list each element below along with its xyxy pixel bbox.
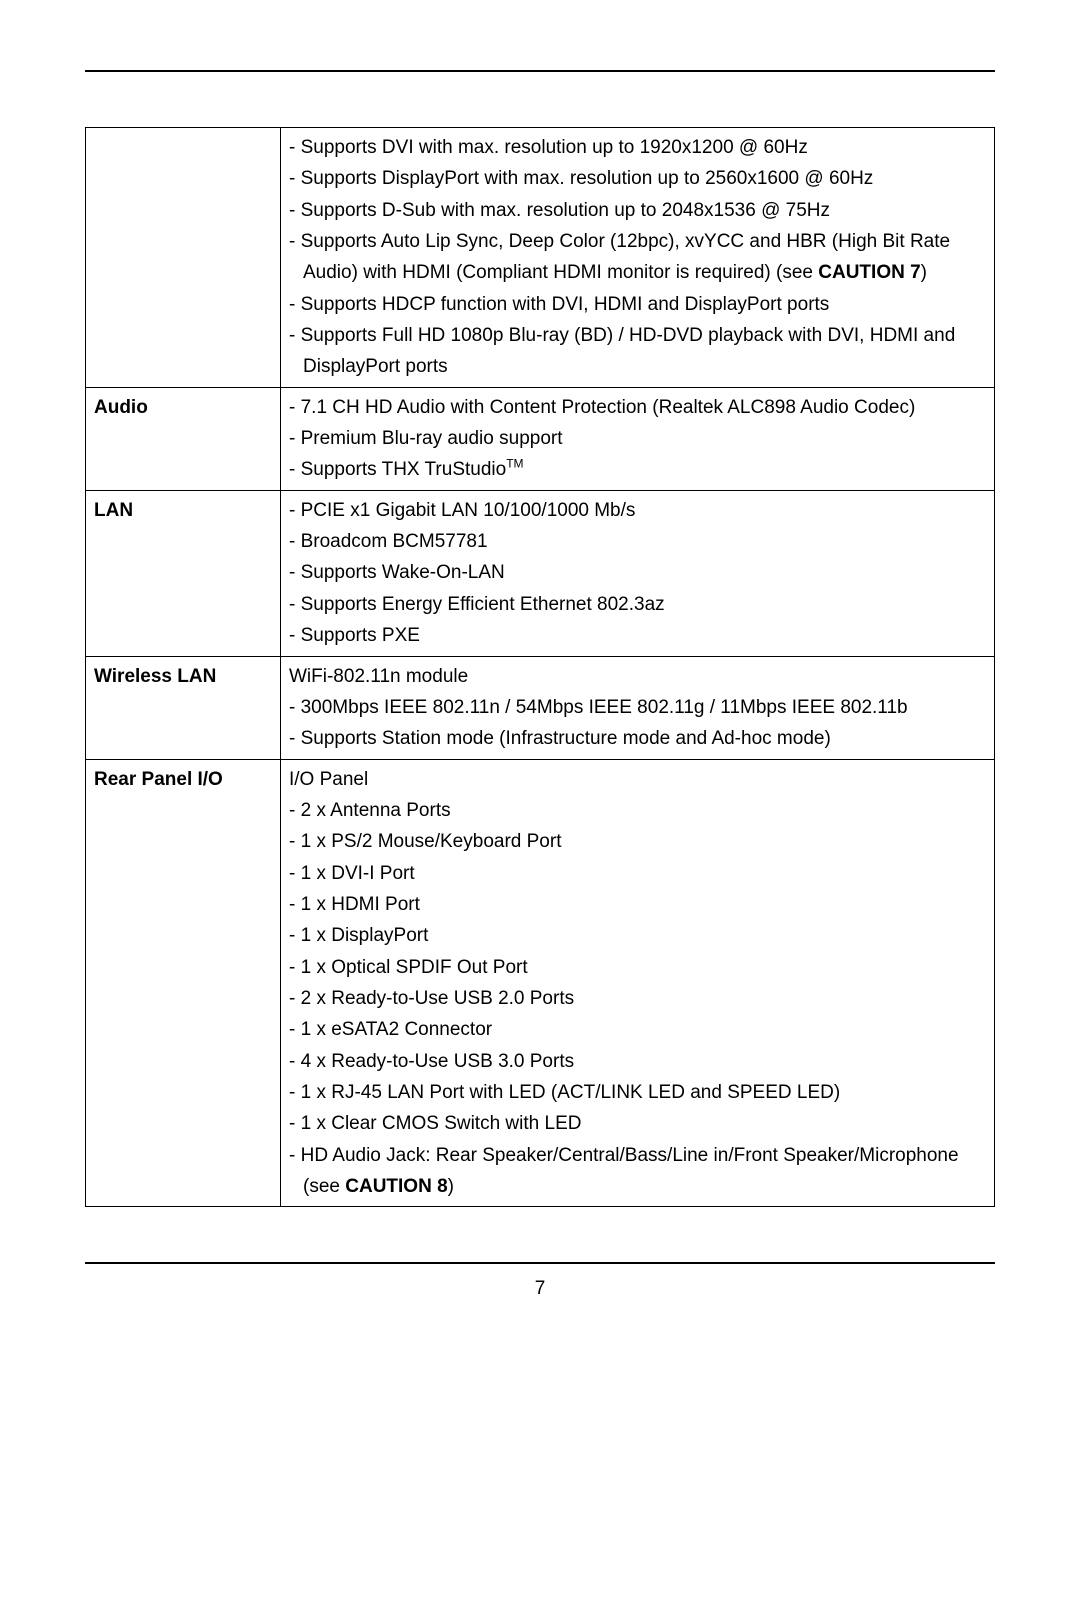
row-value: WiFi-802.11n module- 300Mbps IEEE 802.11… bbox=[281, 656, 995, 759]
spec-item: - Supports Full HD 1080p Blu-ray (BD) / … bbox=[289, 320, 986, 383]
spec-item: - Supports DisplayPort with max. resolut… bbox=[289, 163, 986, 194]
spec-item: - 2 x Ready-to-Use USB 2.0 Ports bbox=[289, 983, 986, 1014]
spec-item: - Supports D-Sub with max. resolution up… bbox=[289, 195, 986, 226]
caution-ref: CAUTION 7 bbox=[818, 262, 920, 283]
spec-item: WiFi-802.11n module bbox=[289, 661, 986, 692]
row-label: Audio bbox=[86, 387, 281, 490]
spec-item: - Supports Station mode (Infrastructure … bbox=[289, 723, 986, 754]
spec-item: - 300Mbps IEEE 802.11n / 54Mbps IEEE 802… bbox=[289, 692, 986, 723]
row-label: Wireless LAN bbox=[86, 656, 281, 759]
table-row: - Supports DVI with max. resolution up t… bbox=[86, 128, 995, 388]
spec-item: - 1 x Optical SPDIF Out Port bbox=[289, 952, 986, 983]
spec-item: - 1 x PS/2 Mouse/Keyboard Port bbox=[289, 826, 986, 857]
spec-item: I/O Panel bbox=[289, 764, 986, 795]
table-row: Rear Panel I/OI/O Panel- 2 x Antenna Por… bbox=[86, 759, 995, 1207]
row-label: LAN bbox=[86, 490, 281, 656]
spec-item: - Supports Wake-On-LAN bbox=[289, 557, 986, 588]
row-value: - 7.1 CH HD Audio with Content Protectio… bbox=[281, 387, 995, 490]
trademark: TM bbox=[506, 457, 523, 471]
top-rule bbox=[85, 70, 995, 72]
page-number: 7 bbox=[85, 1278, 995, 1300]
spec-item: - Supports HDCP function with DVI, HDMI … bbox=[289, 289, 986, 320]
spec-item: - 1 x eSATA2 Connector bbox=[289, 1014, 986, 1045]
spec-item: - 7.1 CH HD Audio with Content Protectio… bbox=[289, 392, 986, 423]
spec-item: - 1 x Clear CMOS Switch with LED bbox=[289, 1108, 986, 1139]
spec-table: - Supports DVI with max. resolution up t… bbox=[85, 127, 995, 1207]
table-row: Wireless LANWiFi-802.11n module- 300Mbps… bbox=[86, 656, 995, 759]
row-label: Rear Panel I/O bbox=[86, 759, 281, 1207]
spec-item: - 4 x Ready-to-Use USB 3.0 Ports bbox=[289, 1046, 986, 1077]
row-value: I/O Panel- 2 x Antenna Ports- 1 x PS/2 M… bbox=[281, 759, 995, 1207]
spec-item: - PCIE x1 Gigabit LAN 10/100/1000 Mb/s bbox=[289, 495, 986, 526]
spec-table-body: - Supports DVI with max. resolution up t… bbox=[86, 128, 995, 1207]
spec-item: - Broadcom BCM57781 bbox=[289, 526, 986, 557]
spec-item: - 1 x DisplayPort bbox=[289, 920, 986, 951]
caution-ref: CAUTION 8 bbox=[345, 1176, 447, 1197]
table-row: LAN- PCIE x1 Gigabit LAN 10/100/1000 Mb/… bbox=[86, 490, 995, 656]
spec-item: - Supports DVI with max. resolution up t… bbox=[289, 132, 986, 163]
spec-item: - Supports Auto Lip Sync, Deep Color (12… bbox=[289, 226, 986, 289]
spec-item: - 1 x DVI-I Port bbox=[289, 858, 986, 889]
spec-item: - Supports Energy Efficient Ethernet 802… bbox=[289, 589, 986, 620]
row-value: - Supports DVI with max. resolution up t… bbox=[281, 128, 995, 388]
spec-item: - Premium Blu-ray audio support bbox=[289, 423, 986, 454]
spec-item: - 1 x HDMI Port bbox=[289, 889, 986, 920]
table-row: Audio - 7.1 CH HD Audio with Content Prot… bbox=[86, 387, 995, 490]
spec-item: - Supports THX TruStudioTM bbox=[289, 454, 986, 485]
spec-item: - Supports PXE bbox=[289, 620, 986, 651]
bottom-rule bbox=[85, 1262, 995, 1264]
spec-item: - HD Audio Jack: Rear Speaker/Central/Ba… bbox=[289, 1140, 986, 1203]
row-label bbox=[86, 128, 281, 388]
spec-item: - 1 x RJ-45 LAN Port with LED (ACT/LINK … bbox=[289, 1077, 986, 1108]
spec-item: - 2 x Antenna Ports bbox=[289, 795, 986, 826]
row-value: - PCIE x1 Gigabit LAN 10/100/1000 Mb/s- … bbox=[281, 490, 995, 656]
